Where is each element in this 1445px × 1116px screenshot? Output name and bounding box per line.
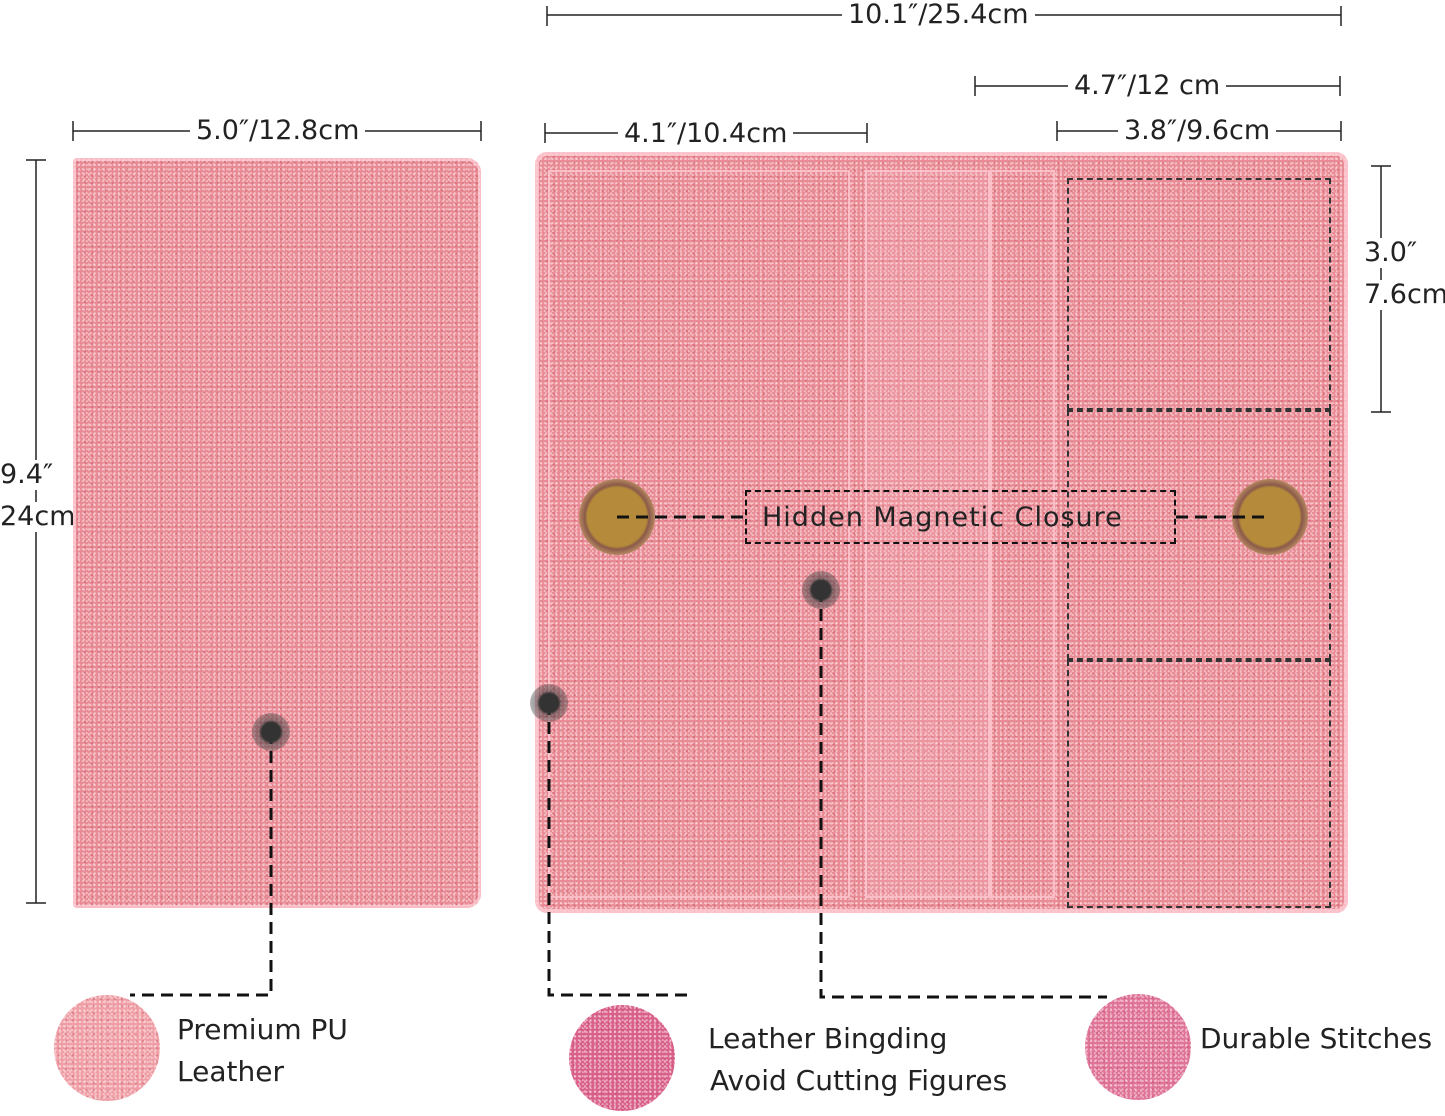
magnetic-closure-label: Hidden Magnetic Closure [762,502,1123,533]
closed-width-label: 5.0″/12.8cm [190,116,366,146]
feature-stitches-line1: Durable Stitches [1200,1022,1433,1055]
pocket-width-label: 3.8″/9.6cm [1118,116,1277,146]
pocket-height-cm-label: 7.6cm [1362,280,1445,310]
magnetic-closure-box [745,490,1176,544]
right-half-width-label: 4.7″/12 cm [1068,71,1227,101]
stitches-marker [802,571,840,609]
card-pocket-bottom [1067,660,1331,908]
open-wallet-interior [535,152,1348,913]
height-in-label: 9.4″ [0,459,54,490]
total-width-label: 10.1″/25.4cm [842,0,1035,30]
feature-pu-line1: Premium PU [177,1013,348,1046]
feature-binding-line1: Leather Bingding [708,1022,948,1055]
card-pocket-middle [1067,410,1331,660]
center-strip [865,170,990,898]
card-pocket-top [1067,178,1331,410]
feature-pu-line2: Leather [177,1055,284,1088]
closed-wallet-front [73,158,481,908]
inner-slot [990,170,1055,898]
pu-leather-sample [54,995,160,1101]
stitches-sample [1085,994,1191,1100]
binding-marker [530,684,568,722]
height-cm-label: 24cm [0,501,76,532]
pocket-height-in-label: 3.0″ [1362,237,1420,268]
left-panel-width-label: 4.1″/10.4cm [618,119,794,149]
pu-leather-marker [252,713,290,751]
left-panel [548,170,850,898]
binding-sample [569,1005,675,1111]
feature-binding-line2: Avoid Cutting Figures [710,1064,1008,1097]
